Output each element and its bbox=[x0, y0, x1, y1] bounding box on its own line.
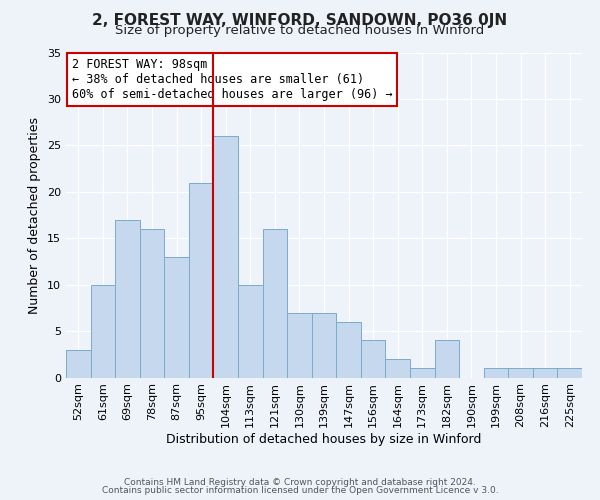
Bar bbox=[508, 368, 533, 378]
Bar bbox=[238, 284, 263, 378]
Text: Size of property relative to detached houses in Winford: Size of property relative to detached ho… bbox=[115, 24, 485, 37]
Bar bbox=[557, 368, 582, 378]
Bar bbox=[115, 220, 140, 378]
Text: Contains HM Land Registry data © Crown copyright and database right 2024.: Contains HM Land Registry data © Crown c… bbox=[124, 478, 476, 487]
Text: 2 FOREST WAY: 98sqm
← 38% of detached houses are smaller (61)
60% of semi-detach: 2 FOREST WAY: 98sqm ← 38% of detached ho… bbox=[71, 58, 392, 101]
Bar bbox=[361, 340, 385, 378]
X-axis label: Distribution of detached houses by size in Winford: Distribution of detached houses by size … bbox=[166, 433, 482, 446]
Bar bbox=[312, 312, 336, 378]
Bar bbox=[484, 368, 508, 378]
Bar bbox=[287, 312, 312, 378]
Bar bbox=[533, 368, 557, 378]
Text: Contains public sector information licensed under the Open Government Licence v : Contains public sector information licen… bbox=[101, 486, 499, 495]
Bar bbox=[140, 229, 164, 378]
Bar bbox=[263, 229, 287, 378]
Bar bbox=[336, 322, 361, 378]
Y-axis label: Number of detached properties: Number of detached properties bbox=[28, 116, 41, 314]
Text: 2, FOREST WAY, WINFORD, SANDOWN, PO36 0JN: 2, FOREST WAY, WINFORD, SANDOWN, PO36 0J… bbox=[92, 12, 508, 28]
Bar bbox=[214, 136, 238, 378]
Bar bbox=[434, 340, 459, 378]
Bar bbox=[410, 368, 434, 378]
Bar bbox=[385, 359, 410, 378]
Bar bbox=[189, 182, 214, 378]
Bar bbox=[164, 257, 189, 378]
Bar bbox=[66, 350, 91, 378]
Bar bbox=[91, 284, 115, 378]
